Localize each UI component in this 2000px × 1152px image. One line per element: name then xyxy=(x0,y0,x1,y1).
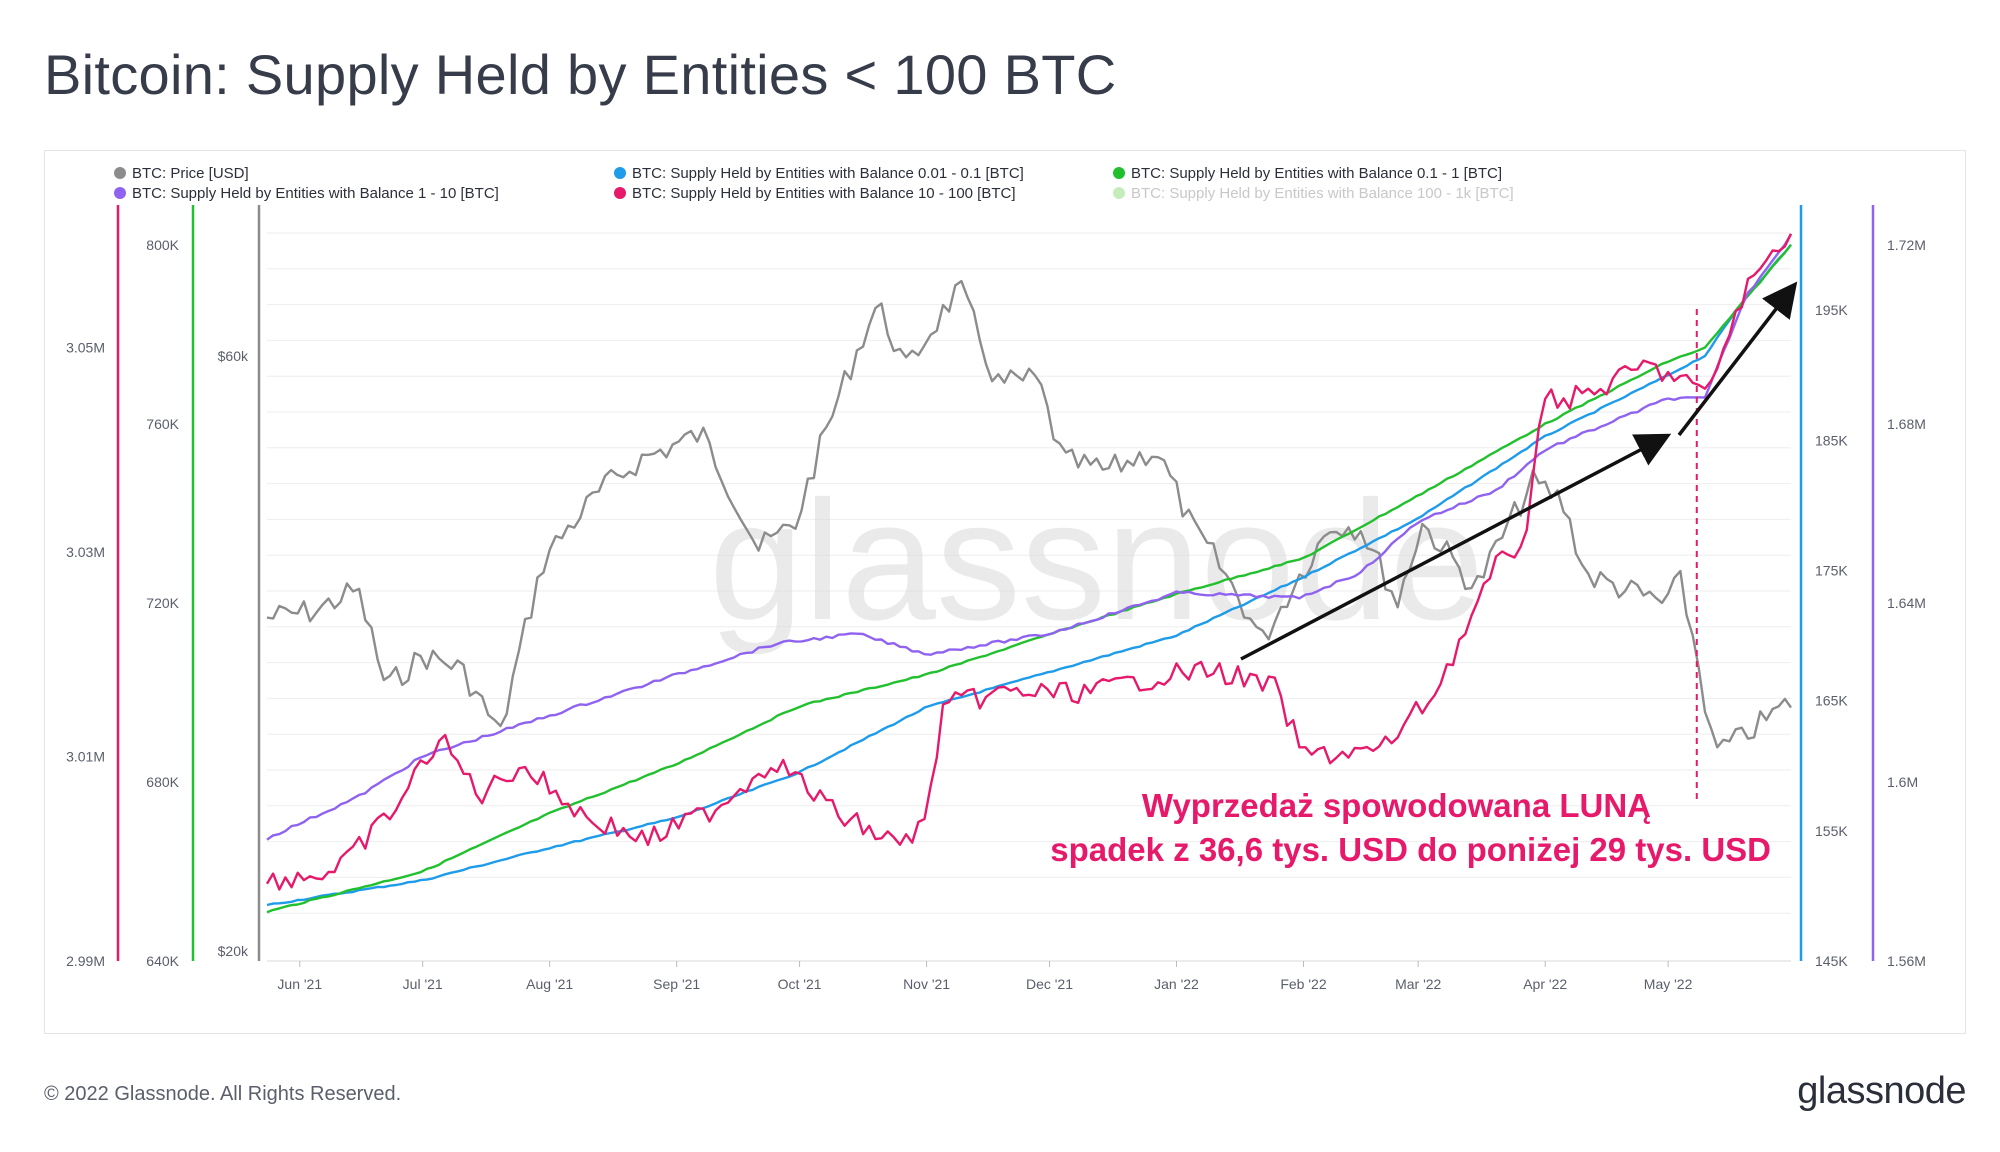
page-title: Bitcoin: Supply Held by Entities < 100 B… xyxy=(44,43,1117,106)
chart-series xyxy=(265,233,1793,914)
x-tick-label: Jan '22 xyxy=(1154,976,1199,992)
y-tick-label: $60k xyxy=(218,348,249,364)
legend-item-label: BTC: Supply Held by Entities with Balanc… xyxy=(1131,185,1514,202)
x-tick-label: Feb '22 xyxy=(1280,976,1326,992)
trend-arrow xyxy=(1240,433,1672,661)
x-tick-label: Nov '21 xyxy=(903,976,950,992)
chart: glassnode 3.05M 3.03M 3.01M 2.99M 800K 760K 72… xyxy=(66,165,1926,992)
legend-swatch xyxy=(1113,167,1125,179)
legend-item-label: BTC: Supply Held by Entities with Balanc… xyxy=(632,185,1016,202)
y-tick-label: 640K xyxy=(146,953,179,969)
series-line xyxy=(266,233,1793,841)
y-tick-label: 165K xyxy=(1815,693,1848,709)
x-tick-label: Oct '21 xyxy=(778,976,822,992)
footer-logo: glassnode xyxy=(1797,1070,1966,1112)
x-tick-label: Mar '22 xyxy=(1395,976,1441,992)
y-tick-label: 1.72M xyxy=(1887,237,1926,253)
chart-annotations: Wyprzedaż spowodowana LUNĄ spadek z 36,6… xyxy=(1050,281,1798,868)
trend-arrow xyxy=(1677,281,1798,437)
annotation-line-2: spadek z 36,6 tys. USD do poniżej 29 tys… xyxy=(1050,831,1771,868)
y-tick-label: $20k xyxy=(218,943,249,959)
y-tick-label: 720K xyxy=(146,595,179,611)
series-line xyxy=(265,233,1793,891)
x-tick-label: Dec '21 xyxy=(1026,976,1073,992)
legend-item-label: BTC: Supply Held by Entities with Balanc… xyxy=(1131,165,1502,182)
y-tick-label: 1.6M xyxy=(1887,774,1918,790)
chart-frame: glassnode 3.05M 3.03M 3.01M 2.99M 800K 760K 72… xyxy=(44,150,1966,1034)
legend-item-label: BTC: Supply Held by Entities with Balanc… xyxy=(632,165,1024,182)
y-tick-label: 155K xyxy=(1815,823,1848,839)
y-tick-label: 680K xyxy=(146,774,179,790)
x-tick-label: Sep '21 xyxy=(653,976,700,992)
y-tick-label: 145K xyxy=(1815,953,1848,969)
footer-copyright: © 2022 Glassnode. All Rights Reserved. xyxy=(44,1083,402,1105)
legend-swatch xyxy=(614,187,626,199)
chart-legend: BTC: Price [USD] BTC: Supply Held by Enti… xyxy=(114,165,1514,202)
y-tick-label: 3.05M xyxy=(66,339,105,355)
y-tick-label: 760K xyxy=(146,416,179,432)
y-tick-label: 1.68M xyxy=(1887,416,1926,432)
series-line xyxy=(266,243,1792,914)
y-tick-label: 3.03M xyxy=(66,544,105,560)
chart-gridlines xyxy=(267,232,1791,962)
series-line xyxy=(266,279,1792,749)
y-tick-label: 1.56M xyxy=(1887,953,1926,969)
x-tick-label: May '22 xyxy=(1644,976,1693,992)
legend-swatch xyxy=(1113,187,1125,199)
legend-item-label: BTC: Price [USD] xyxy=(132,165,249,182)
y-tick-label: 2.99M xyxy=(66,953,105,969)
x-tick-label: Jun '21 xyxy=(277,976,322,992)
y-tick-label: 1.64M xyxy=(1887,595,1926,611)
legend-swatch xyxy=(614,167,626,179)
watermark: glassnode xyxy=(709,466,1484,656)
y-tick-label: 185K xyxy=(1815,432,1848,448)
chart-axes: 3.05M 3.03M 3.01M 2.99M 800K 760K 720K 680K 640K… xyxy=(66,205,1926,992)
y-tick-label: 175K xyxy=(1815,562,1848,578)
y-tick-label: 3.01M xyxy=(66,748,105,764)
annotation-line-1: Wyprzedaż spowodowana LUNĄ xyxy=(1142,787,1651,824)
legend-item-label: BTC: Supply Held by Entities with Balanc… xyxy=(132,185,499,202)
x-tick-label: Apr '22 xyxy=(1523,976,1567,992)
y-tick-label: 195K xyxy=(1815,302,1848,318)
y-tick-label: 800K xyxy=(146,237,179,253)
legend-swatch xyxy=(114,167,126,179)
x-tick-label: Jul '21 xyxy=(403,976,443,992)
legend-swatch xyxy=(114,187,126,199)
x-tick-label: Aug '21 xyxy=(526,976,573,992)
